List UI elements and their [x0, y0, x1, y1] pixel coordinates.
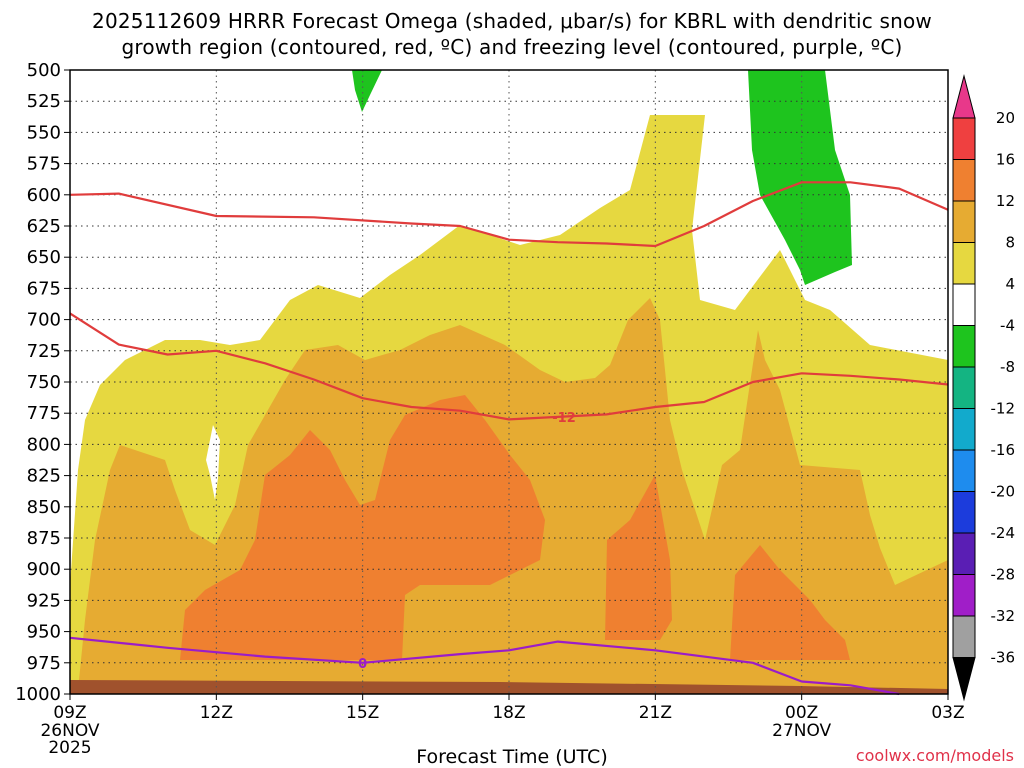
x-tick-label: 12Z — [200, 703, 233, 723]
colorbar-label: -28 — [991, 566, 1016, 584]
source-credit: coolwx.com/models — [855, 746, 1014, 765]
colorbar-swatch — [952, 408, 976, 451]
y-tick-label: 775 — [27, 403, 61, 424]
colorbar-swatch — [952, 283, 976, 326]
y-axis: 500 525 550 575 600 625 650 675 700 725 750 775 800 8… — [15, 60, 70, 705]
y-tick-label: 850 — [27, 497, 61, 518]
omega-shade-orange-3 — [730, 545, 850, 660]
colorbar-label: -4 — [1000, 317, 1015, 335]
colorbar-swatch — [952, 615, 976, 658]
colorbar-swatch — [952, 325, 976, 368]
colorbar-label: 20 — [996, 109, 1015, 127]
y-tick-label: 600 — [27, 185, 61, 206]
y-tick-label: 625 — [27, 216, 61, 237]
x-tick-label: 15Z — [346, 703, 379, 723]
y-tick-label: 950 — [27, 622, 61, 643]
x-tick-label: 18Z — [492, 703, 525, 723]
x-date-label: 27NOV — [772, 721, 831, 741]
y-tick-label: 650 — [27, 247, 61, 268]
x-tick-label: 09Z — [53, 703, 86, 723]
omega-shade-white-hole — [206, 425, 220, 500]
y-tick-label: 800 — [27, 434, 61, 455]
x-tick-label: 00Z — [785, 703, 818, 723]
y-tick-label: 525 — [27, 91, 61, 112]
y-tick-label: 975 — [27, 653, 61, 674]
colorbar-top-arrow — [952, 74, 976, 119]
contour-line — [69, 636, 900, 696]
colorbar-swatch — [952, 242, 976, 285]
colorbar-label: -20 — [991, 483, 1016, 501]
colorbar-label: 12 — [996, 192, 1015, 210]
y-tick-label: 500 — [27, 60, 61, 81]
y-tick-label: 900 — [27, 559, 61, 580]
colorbar-label: 16 — [996, 151, 1015, 169]
colorbar-swatch — [952, 117, 976, 160]
colorbar-swatch — [952, 366, 976, 409]
x-tick-label: 03Z — [931, 703, 964, 723]
contour-lines: -12 0 — [69, 181, 949, 696]
colorbar-label: -24 — [991, 524, 1016, 542]
x-axis-title: Forecast Time (UTC) — [416, 746, 608, 768]
contour-line — [69, 312, 949, 421]
y-tick-label: 925 — [27, 590, 61, 611]
y-tick-label: 675 — [27, 278, 61, 299]
colorbar-bottom-arrow — [952, 657, 976, 702]
omega-shade-green-2 — [748, 70, 852, 285]
chart-title-line-1: 2025112609 HRRR Forecast Omega (shaded, … — [92, 9, 932, 33]
colorbar-swatch — [952, 200, 976, 243]
y-tick-label: 550 — [27, 122, 61, 143]
colorbar-label: -32 — [991, 607, 1016, 625]
y-tick-label: 575 — [27, 154, 61, 175]
y-tick-label: 825 — [27, 466, 61, 487]
colorbar-label: -16 — [991, 441, 1016, 459]
colorbar-label: -12 — [991, 400, 1016, 418]
y-tick-label: 725 — [27, 341, 61, 362]
omega-shading — [70, 70, 948, 694]
colorbar-swatch — [952, 491, 976, 534]
x-date-label: 26NOV — [40, 721, 99, 741]
y-tick-label: 875 — [27, 528, 61, 549]
y-tick-label: 700 — [27, 310, 61, 331]
x-tick-label: 21Z — [639, 703, 672, 723]
contour-label: -12 — [552, 411, 576, 426]
colorbar-swatch — [952, 574, 976, 617]
colorbar-swatch — [952, 159, 976, 202]
y-tick-label: 1000 — [15, 684, 61, 705]
colorbar-legend: 20 16 12 8 4 -4 -8 -12 -16 -20 -24 -28 -32 -36 — [952, 74, 1016, 702]
colorbar-swatch — [952, 449, 976, 492]
y-tick-label: 750 — [27, 372, 61, 393]
x-date-label: 2025 — [48, 738, 91, 758]
contour-line — [69, 181, 949, 248]
omega-shade-green-1 — [352, 70, 382, 112]
contour-label: 0 — [358, 657, 367, 672]
chart-title-line-2: growth region (contoured, red, ºC) and f… — [121, 35, 903, 59]
colorbar-swatch — [952, 532, 976, 575]
colorbar-label: 8 — [1005, 234, 1015, 252]
colorbar-label: 4 — [1005, 275, 1015, 293]
colorbar-label: -8 — [1000, 358, 1015, 376]
colorbar-label: -36 — [991, 649, 1016, 667]
